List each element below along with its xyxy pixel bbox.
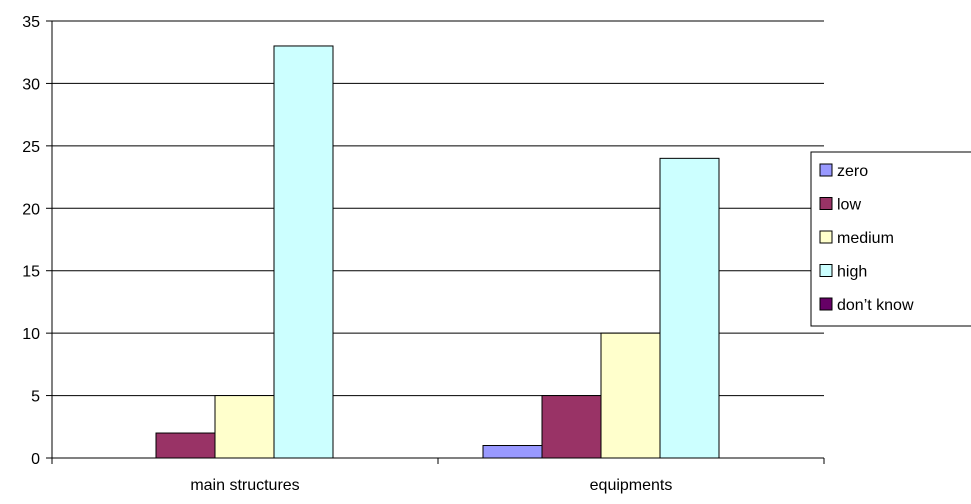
legend-swatch bbox=[819, 163, 833, 177]
legend-label: high bbox=[837, 264, 867, 281]
bar-medium bbox=[600, 332, 661, 459]
legend-box bbox=[810, 151, 971, 327]
bar-high bbox=[659, 157, 720, 459]
y-tick-label: 35 bbox=[22, 14, 40, 31]
y-tick-label: 20 bbox=[22, 201, 40, 218]
legend-label: medium bbox=[837, 230, 894, 247]
gridlines bbox=[52, 20, 824, 397]
legend-label: don’t know bbox=[837, 297, 914, 314]
legend-swatch bbox=[819, 297, 833, 311]
x-tick-label: equipments bbox=[590, 477, 673, 494]
bar-zero bbox=[482, 445, 543, 459]
bar-low bbox=[541, 395, 602, 459]
legend-swatch bbox=[819, 197, 833, 210]
x-tick-label: main structures bbox=[190, 477, 299, 494]
legend-label: zero bbox=[837, 163, 868, 180]
y-tick-label: 15 bbox=[22, 264, 40, 281]
bar-low bbox=[155, 432, 216, 459]
legend-swatch bbox=[819, 230, 833, 244]
bar-high bbox=[273, 45, 334, 459]
y-tick-label: 5 bbox=[31, 389, 40, 406]
legend: zero low medium high don’t know bbox=[810, 151, 971, 327]
bars bbox=[155, 45, 720, 459]
bar-medium bbox=[214, 395, 275, 459]
axes: 0 5 10 15 20 25 30 35 main structures equipments bbox=[22, 14, 825, 494]
y-tick-label: 10 bbox=[22, 326, 40, 343]
y-tick-label: 25 bbox=[22, 139, 40, 156]
y-tick-label: 0 bbox=[31, 451, 40, 468]
legend-swatch bbox=[819, 264, 833, 277]
legend-label: low bbox=[837, 197, 861, 214]
y-tick-label: 30 bbox=[22, 76, 40, 93]
